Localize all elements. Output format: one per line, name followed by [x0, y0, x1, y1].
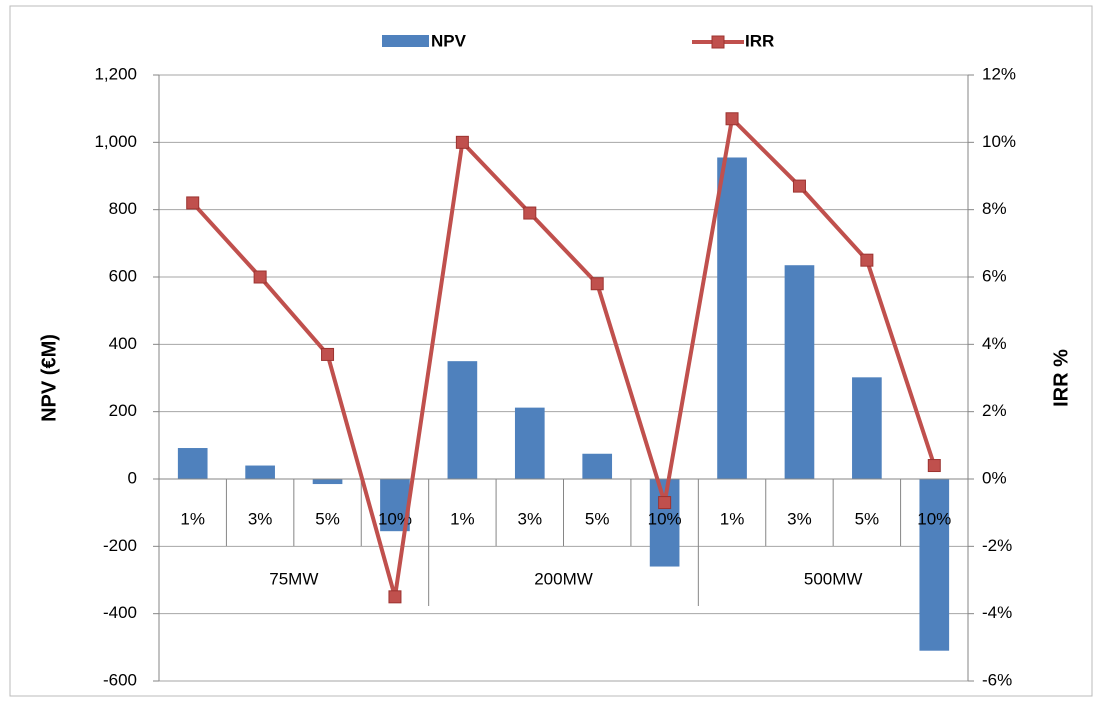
bar	[245, 465, 275, 479]
y2-tick-label: 4%	[982, 334, 1007, 353]
line-marker	[860, 253, 874, 267]
bar	[919, 479, 950, 651]
x-tick-label: 10%	[378, 509, 412, 528]
bar	[514, 407, 545, 479]
x-tick-label: 5%	[855, 509, 880, 528]
line-marker	[725, 112, 739, 126]
y2-tick-label: -2%	[982, 536, 1012, 555]
x-tick-label: 3%	[248, 509, 273, 528]
y-tick-label: 600	[109, 266, 137, 285]
y2-tick-label: 2%	[982, 401, 1007, 420]
y2-tick-label: -6%	[982, 670, 1012, 689]
x-tick-label: 3%	[518, 509, 543, 528]
line-marker	[186, 196, 200, 210]
y-tick-label: 400	[109, 334, 137, 353]
x-tick-label: 10%	[648, 509, 682, 528]
line-marker	[590, 277, 604, 291]
y2-tick-label: 6%	[982, 266, 1007, 285]
y-tick-label: 0	[128, 468, 137, 487]
x-group-label: 75MW	[269, 569, 318, 588]
x-tick-label: 1%	[720, 509, 745, 528]
y-tick-label: -600	[103, 670, 137, 689]
legend-label: IRR	[745, 31, 774, 50]
y2-tick-label: -4%	[982, 603, 1012, 622]
y-tick-label: 1,200	[94, 64, 137, 83]
x-group-label: 200MW	[534, 569, 593, 588]
y-tick-label: -200	[103, 536, 137, 555]
bar	[312, 479, 343, 485]
line-marker	[927, 459, 941, 473]
y-tick-label: 200	[109, 401, 137, 420]
y-tick-label: 800	[109, 199, 137, 218]
line	[191, 116, 937, 599]
line-marker	[388, 590, 402, 604]
y-axis-title: NPV (€M)	[38, 334, 60, 422]
x-tick-label: 10%	[917, 509, 951, 528]
bar	[177, 448, 208, 479]
y2-tick-label: 12%	[982, 64, 1016, 83]
line-marker	[321, 347, 335, 361]
y-tick-label: -400	[103, 603, 137, 622]
legend-label: NPV	[431, 31, 467, 50]
y2-tick-label: 8%	[982, 199, 1007, 218]
line-marker	[253, 270, 267, 284]
legend-swatch	[382, 35, 429, 47]
chart-border	[9, 5, 1093, 697]
y2-tick-label: 0%	[982, 468, 1007, 487]
x-tick-label: 5%	[585, 509, 610, 528]
x-tick-label: 1%	[450, 509, 475, 528]
bar	[717, 157, 747, 479]
line-marker	[792, 179, 806, 193]
x-tick-label: 1%	[180, 509, 205, 528]
bar	[582, 453, 613, 479]
x-group-label: 500MW	[804, 569, 863, 588]
bar	[852, 377, 882, 479]
bar	[784, 265, 815, 479]
y-tick-label: 1,000	[94, 132, 137, 151]
line-marker	[455, 135, 469, 149]
x-tick-label: 3%	[787, 509, 812, 528]
legend-swatch	[711, 35, 725, 49]
bar	[447, 361, 478, 479]
x-tick-label: 5%	[315, 509, 340, 528]
y2-tick-label: 10%	[982, 132, 1016, 151]
line-marker	[523, 206, 537, 220]
line-marker	[658, 496, 672, 510]
y2-axis-title: IRR %	[1050, 349, 1072, 407]
